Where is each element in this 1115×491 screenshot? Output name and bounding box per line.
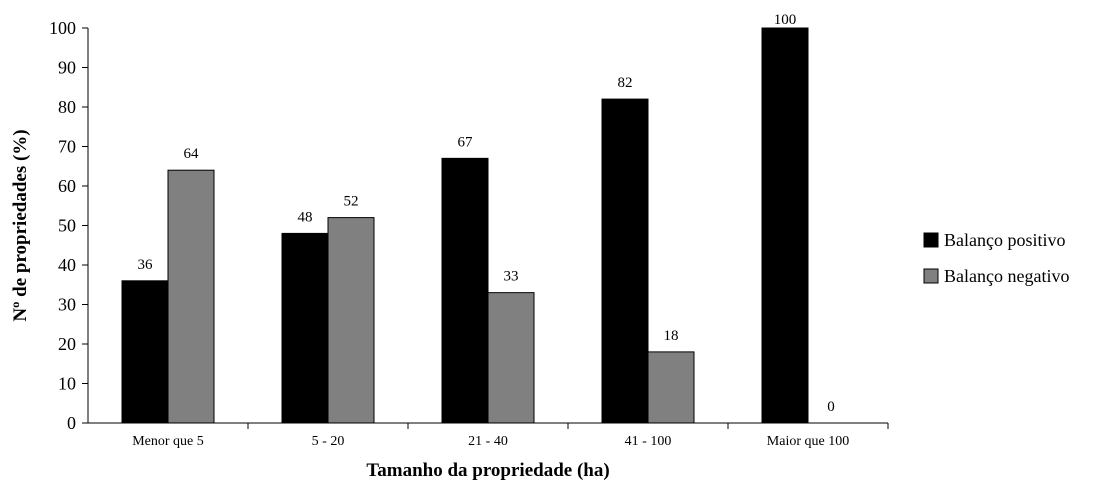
bar-positive — [761, 27, 809, 424]
y-tick-label: 40 — [58, 255, 76, 275]
bar-positive — [121, 280, 169, 424]
data-label: 33 — [504, 269, 519, 285]
bars — [121, 27, 809, 424]
data-label: 52 — [344, 194, 359, 210]
data-label: 64 — [184, 146, 200, 162]
y-tick-label: 20 — [58, 334, 76, 354]
y-tick-label: 90 — [58, 58, 76, 78]
y-tick-label: 30 — [58, 295, 76, 315]
y-tick-label: 10 — [58, 374, 76, 394]
data-label: 0 — [827, 399, 835, 415]
y-tick-label: 100 — [49, 18, 76, 38]
bar-negative — [647, 351, 695, 424]
x-axis-title: Tamanho da propriedade (ha) — [366, 460, 609, 481]
y-tick-label: 80 — [58, 97, 76, 117]
data-label: 48 — [298, 209, 313, 225]
bar-negative — [167, 169, 215, 424]
legend-label: Balanço positivo — [944, 230, 1065, 250]
legend: Balanço positivo Balanço negativo — [923, 230, 1069, 286]
y-tick-label: 0 — [67, 413, 76, 433]
x-tick-label: 21 - 40 — [468, 434, 508, 449]
data-labels: 36 64 48 52 67 33 82 18 100 0 — [138, 12, 835, 415]
bar-positive — [281, 232, 329, 424]
bar-positive — [601, 98, 649, 424]
x-tick-label: Menor que 5 — [132, 434, 204, 449]
legend-swatch — [923, 268, 939, 284]
y-tick-label: 60 — [58, 176, 76, 196]
data-label: 18 — [664, 328, 679, 344]
x-tick-label: 5 - 20 — [312, 434, 345, 449]
y-tick-label: 70 — [58, 137, 76, 157]
y-axis-ticks: 0 10 20 30 40 50 60 70 80 90 100 — [49, 18, 88, 433]
data-label: 67 — [458, 134, 474, 150]
bar-positive — [441, 157, 489, 424]
data-label: 36 — [138, 257, 154, 273]
bar-negative — [487, 292, 535, 424]
legend-swatch — [923, 232, 939, 248]
data-label: 100 — [774, 12, 797, 28]
data-label: 82 — [618, 75, 633, 91]
legend-label: Balanço negativo — [944, 266, 1069, 286]
x-tick-label: Maior que 100 — [767, 434, 849, 449]
y-axis-title: Nº de propriedades (%) — [10, 129, 31, 321]
x-axis-tick-labels: Menor que 5 5 - 20 21 - 40 41 - 100 Maior qu… — [132, 423, 889, 449]
y-tick-label: 50 — [58, 216, 76, 236]
x-tick-label: 41 - 100 — [625, 434, 672, 449]
bar-negative — [327, 217, 375, 424]
